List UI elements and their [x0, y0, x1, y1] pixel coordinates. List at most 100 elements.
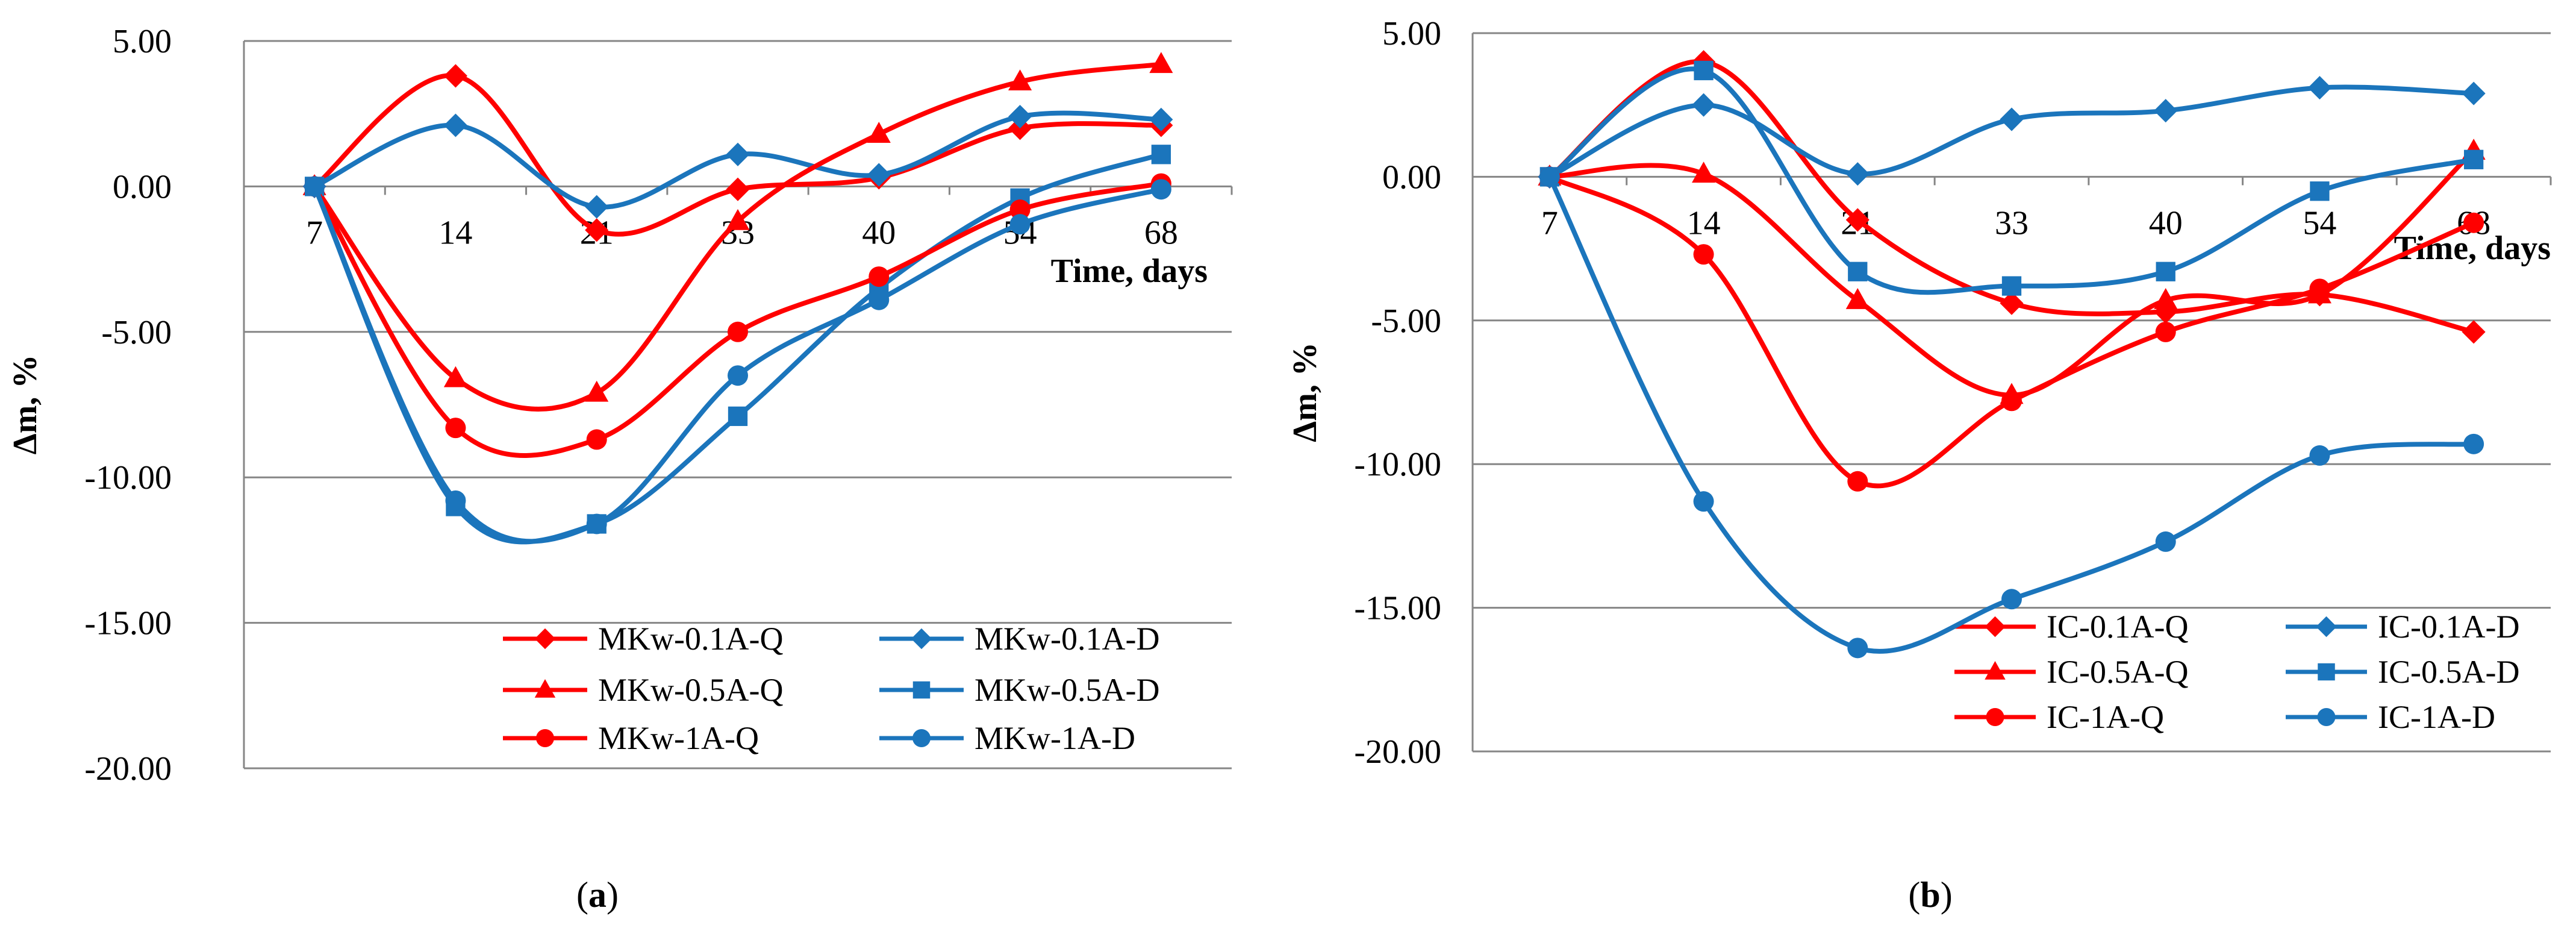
- legend-item: MKw-0.5A-Q: [503, 672, 783, 708]
- legend-label: MKw-1A-Q: [598, 720, 759, 756]
- x-tick-label: 40: [862, 214, 896, 251]
- legend-item: MKw-0.5A-D: [879, 672, 1159, 708]
- data-point: [1692, 93, 1716, 117]
- data-point: [1845, 288, 1870, 309]
- legend-item: IC-0.1A-Q: [1954, 609, 2188, 645]
- series-IC-0.5A-Q: [1538, 139, 2486, 404]
- legend-label: IC-0.1A-Q: [2047, 609, 2188, 645]
- y-tick-label: 0.00: [1382, 158, 1441, 196]
- data-point: [1845, 162, 1870, 186]
- legend-marker: [536, 729, 554, 747]
- legend-item: MKw-1A-D: [879, 720, 1135, 756]
- y-tick-label: -20.00: [1354, 733, 1441, 771]
- data-point: [586, 429, 607, 450]
- data-point: [443, 113, 467, 137]
- data-point: [1847, 471, 1868, 492]
- y-tick-label: -15.00: [1354, 590, 1441, 627]
- panel-caption: (b): [1908, 875, 1952, 915]
- data-point: [304, 176, 325, 197]
- x-axis-title: Time, days: [1051, 252, 1208, 290]
- x-tick-label: 40: [2149, 204, 2183, 242]
- caption-paren-open: (: [576, 875, 588, 915]
- legend-label: IC-1A-Q: [2047, 699, 2164, 735]
- data-point: [2001, 276, 2022, 296]
- y-tick-label: -5.00: [101, 314, 172, 351]
- data-point: [1847, 638, 1868, 659]
- legend-label: IC-1A-D: [2378, 699, 2495, 735]
- legend: IC-0.1A-Q IC-0.1A-D IC-0.5A-Q IC-0.5A-D IC-1…: [1954, 609, 2519, 735]
- series-IC-0.5A-D: [1539, 60, 2484, 296]
- chart-panel-a: 5.000.00-5.00-10.00-15.00-20.00714213340…: [7, 23, 1233, 915]
- data-point: [1693, 491, 1714, 512]
- data-point: [2000, 291, 2024, 315]
- data-point: [1692, 161, 1716, 183]
- y-tick-label: 0.00: [113, 168, 172, 205]
- legend-item: IC-0.1A-D: [2286, 609, 2519, 645]
- legend: MKw-0.1A-Q MKw-0.1A-D MKw-0.5A-Q MKw-0.5A-D…: [503, 621, 1159, 756]
- legend-label: IC-0.5A-D: [2378, 654, 2519, 690]
- data-point: [2156, 262, 2175, 281]
- legend-item: MKw-0.1A-Q: [503, 621, 783, 657]
- data-point: [1848, 262, 1868, 281]
- data-point: [2155, 321, 2176, 342]
- y-tick-label: -15.00: [84, 605, 172, 642]
- data-point: [443, 366, 467, 387]
- x-tick-label: 33: [1995, 204, 2029, 242]
- legend-label: IC-0.1A-D: [2378, 609, 2519, 645]
- caption-paren-close: ): [1941, 875, 1953, 915]
- legend-item: IC-0.5A-Q: [1954, 654, 2188, 690]
- y-axis-title: Δm, %: [1286, 342, 1324, 442]
- data-point: [2154, 99, 2178, 123]
- data-point: [726, 177, 750, 201]
- chart-panel-b: 5.000.00-5.00-10.00-15.00-20.00714213340…: [1286, 15, 2552, 915]
- data-point: [1845, 208, 1870, 232]
- series-MKw-1A-D: [304, 176, 1171, 544]
- legend-item: MKw-0.1A-D: [879, 621, 1159, 657]
- data-point: [1009, 214, 1031, 235]
- legend-marker: [911, 628, 932, 650]
- data-point: [726, 208, 750, 230]
- series-line: [1547, 84, 2477, 180]
- data-point: [445, 418, 466, 439]
- data-point: [443, 64, 467, 88]
- data-point: [2154, 288, 2178, 309]
- data-point: [728, 365, 748, 386]
- series-IC-1A-Q: [1539, 166, 2484, 492]
- data-point: [2001, 589, 2022, 610]
- data-point: [2001, 390, 2022, 412]
- series-line: [1547, 174, 2477, 654]
- series-IC-0.1A-D: [1538, 76, 2486, 189]
- y-tick-label: -20.00: [84, 750, 172, 788]
- series-MKw-1A-Q: [304, 173, 1171, 458]
- legend-item: IC-1A-D: [2286, 699, 2495, 735]
- data-point: [2155, 531, 2176, 552]
- data-point: [2463, 212, 2484, 233]
- x-tick-label: 54: [2303, 204, 2336, 242]
- data-point: [1694, 60, 1714, 81]
- caption-paren-open: (: [1908, 875, 1920, 915]
- y-tick-label: 5.00: [113, 23, 172, 60]
- data-point: [585, 380, 609, 402]
- data-point: [867, 163, 891, 187]
- data-point: [585, 218, 609, 242]
- legend-marker: [2317, 708, 2336, 726]
- data-point: [2310, 181, 2330, 201]
- legend-item: IC-0.5A-D: [2286, 654, 2519, 690]
- legend-label: MKw-0.5A-Q: [598, 672, 783, 708]
- data-point: [445, 490, 466, 511]
- data-point: [1149, 107, 1173, 131]
- x-tick-label: 14: [438, 214, 472, 251]
- data-point: [869, 266, 890, 287]
- series-MKw-0.1A-D: [302, 104, 1173, 219]
- data-point: [585, 195, 609, 219]
- y-axis-title: Δm, %: [7, 355, 44, 455]
- data-point: [2463, 149, 2484, 169]
- data-point: [728, 406, 748, 426]
- data-point: [2000, 107, 2024, 131]
- legend-label: MKw-0.1A-Q: [598, 621, 783, 657]
- data-point: [586, 513, 607, 534]
- legend-marker: [534, 628, 556, 650]
- x-tick-label: 68: [1144, 214, 1178, 251]
- legend-label: MKw-0.5A-D: [975, 672, 1159, 708]
- series-line: [312, 184, 1164, 544]
